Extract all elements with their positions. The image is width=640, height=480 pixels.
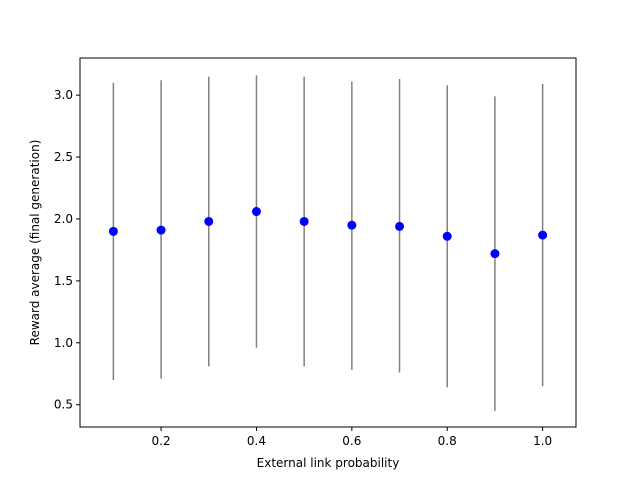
data-point (538, 230, 548, 240)
data-point (395, 221, 405, 231)
data-point (156, 225, 166, 235)
x-tick-label: 0.8 (438, 434, 457, 448)
data-point (204, 216, 214, 226)
data-point (442, 231, 452, 241)
data-point (251, 207, 261, 217)
x-tick-label: 0.4 (247, 434, 266, 448)
x-axis-ticks: 0.2 0.4 0.6 0.8 1.0 (152, 427, 552, 448)
data-point (108, 226, 118, 236)
y-tick-label: 0.5 (54, 398, 73, 412)
plot-frame (79, 57, 577, 428)
y-tick-label: 1.5 (54, 274, 73, 288)
y-tick-label: 2.0 (54, 212, 73, 226)
x-tick-label: 0.6 (342, 434, 361, 448)
x-axis-label: External link probability (257, 456, 400, 470)
y-axis-ticks: 0.5 1.0 1.5 2.0 2.5 3.0 (54, 88, 80, 412)
x-tick-label: 0.2 (152, 434, 171, 448)
y-axis-label: Reward average (final generation) (28, 140, 42, 346)
x-tick-label: 1.0 (533, 434, 552, 448)
data-point (347, 220, 357, 230)
data-point (490, 249, 500, 259)
error-bars (112, 75, 544, 411)
y-tick-label: 2.5 (54, 150, 73, 164)
data-point (299, 216, 309, 226)
data-points (108, 207, 548, 259)
y-tick-label: 1.0 (54, 336, 73, 350)
y-tick-label: 3.0 (54, 88, 73, 102)
